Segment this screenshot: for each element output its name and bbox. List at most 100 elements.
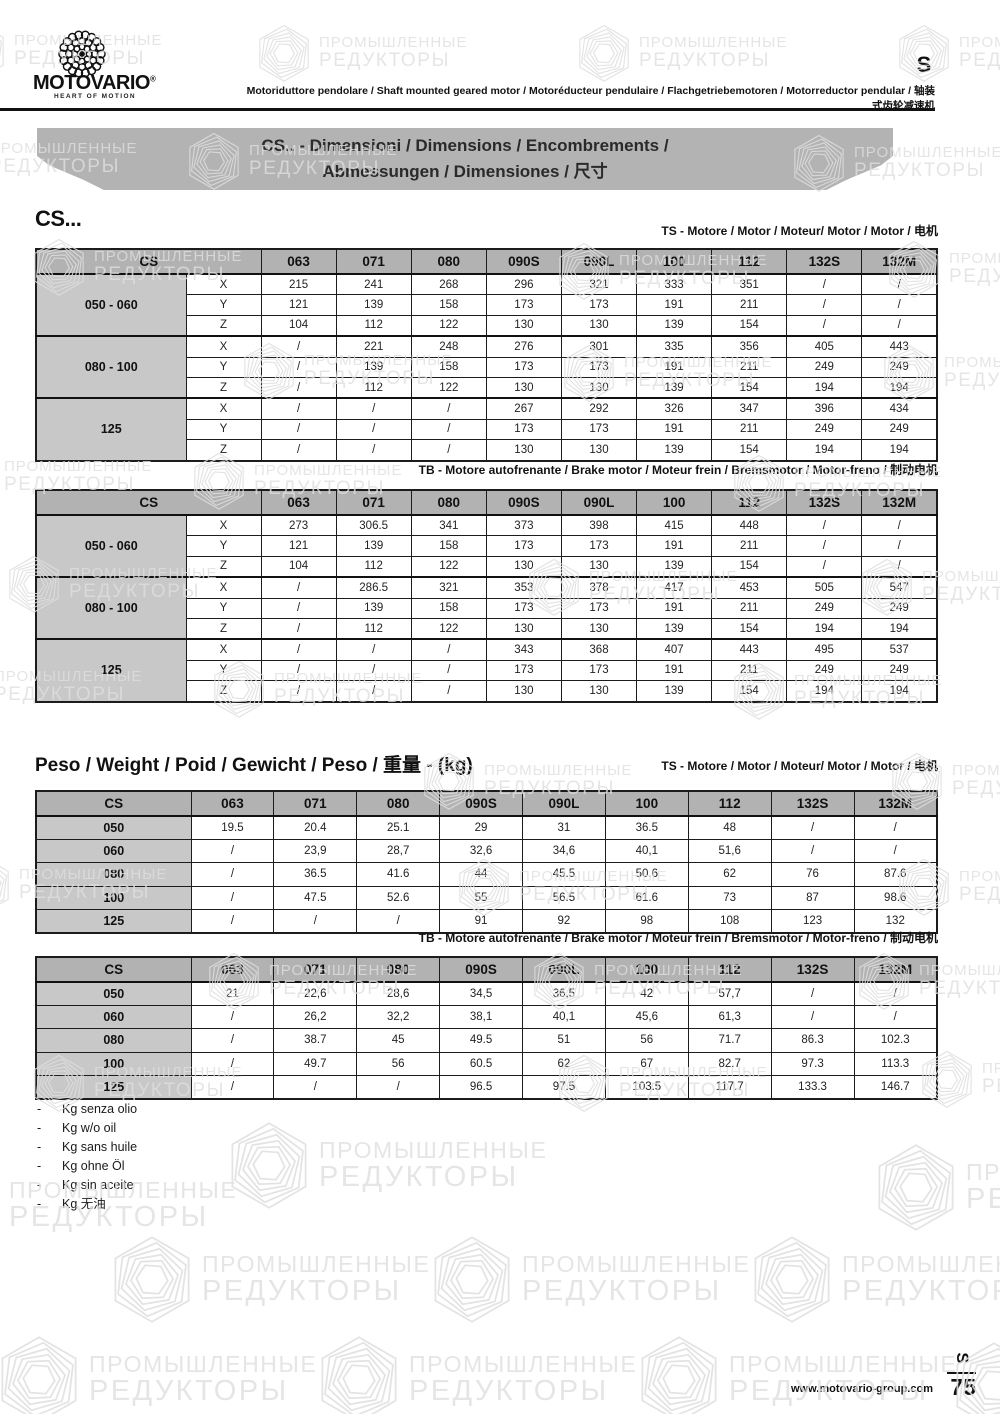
weight-value: 45: [356, 1028, 441, 1053]
dimension-value: 378: [560, 576, 638, 599]
dimension-value: 326: [636, 397, 713, 420]
footnote-text: Kg sin aceite: [62, 1178, 134, 1192]
column-header: 063: [260, 489, 337, 516]
dimension-value: 194: [861, 439, 938, 462]
column-header: 071: [273, 956, 358, 983]
ts-weights-table: CS 063 071 080 090S 090L 100 112 132S 132M 050 19.5…: [35, 790, 938, 934]
website-link[interactable]: www.motovario-group.com: [791, 1383, 933, 1395]
weight-value: /: [770, 815, 855, 841]
weight-value: /: [190, 908, 275, 934]
column-header-cs: CS: [35, 790, 192, 817]
dimension-value: 154: [711, 376, 788, 399]
dimension-value: 194: [861, 617, 938, 640]
dimension-table: CS 063 071 080 090S 090L 100 112 132S 132M 050 - 0…: [35, 489, 938, 703]
tb-brake-motor-label-weights: TB - Motore autofrenante / Brake motor /…: [418, 931, 938, 945]
weight-value: /: [190, 1005, 275, 1030]
dimension-value: 154: [711, 680, 788, 703]
section-letter-footer: S: [953, 1352, 972, 1364]
banner-title-line2: Abmessungen / Dimensiones / 尺寸: [322, 162, 608, 181]
dimension-value: 173: [560, 294, 638, 316]
table-row: 125///96.5 97.5 103.5 117.7 133.3 146.7: [35, 1074, 938, 1100]
weight-value: 21: [190, 981, 275, 1007]
axis-label: X: [185, 397, 262, 420]
dimension-value: 249: [861, 356, 938, 378]
dimension-value: 130: [560, 680, 638, 703]
dimension-value: 495: [786, 638, 863, 661]
dimension-value: 158: [410, 294, 487, 316]
dimension-value: 215: [260, 273, 337, 296]
dimension-value: 443: [861, 335, 938, 358]
axis-label: X: [185, 638, 262, 661]
axis-label: Z: [185, 314, 262, 337]
dimension-value: /: [861, 314, 938, 337]
dimension-value: 139: [636, 439, 713, 462]
weight-value: 45,6: [604, 1005, 689, 1030]
column-header: 132M: [861, 248, 938, 275]
column-header: 132M: [853, 790, 938, 817]
weight-value: 133.3: [770, 1074, 855, 1100]
dimension-value: 158: [410, 535, 487, 557]
dimension-value: /: [861, 294, 938, 316]
weight-value: 40,1: [522, 1005, 606, 1030]
column-header: 080: [410, 248, 487, 275]
footnote-text: Kg 无油: [62, 1197, 106, 1211]
size-group-label: 125: [35, 638, 187, 703]
weight-value: 20.4: [273, 815, 358, 841]
weight-value: 48: [687, 815, 772, 841]
weight-value: /: [190, 1074, 275, 1100]
footnote-dash: -: [37, 1140, 42, 1154]
weight-value: 82.7: [687, 1051, 772, 1076]
weight-value: /: [853, 815, 938, 841]
weight-value: 76: [770, 862, 855, 887]
weight-table: CS 063 071 080 090S 090L 100 112 132S 132M 050 21 22…: [35, 956, 938, 1100]
dimension-value: 321: [560, 273, 638, 296]
column-header: 132S: [786, 248, 863, 275]
table-row: Y / //173 173 191 211 249 249: [36, 659, 938, 682]
column-header: 080: [356, 790, 441, 817]
dimension-value: 154: [711, 617, 788, 640]
weight-value: 67: [604, 1051, 689, 1076]
dimension-value: 306.5: [335, 514, 412, 537]
size-row-label: 100: [35, 1051, 192, 1076]
dimension-table: CS 063 071 080 090S 090L 100 112 132S 132M 050 - 0…: [35, 248, 938, 462]
dimension-value: 343: [485, 638, 562, 661]
dimension-value: 194: [786, 439, 863, 462]
dimension-value: 173: [560, 597, 638, 619]
dimension-value: 417: [636, 576, 713, 599]
table-row: 060/26,2 32,2 38,1 40,1 45,6 61,3//: [35, 1005, 938, 1030]
column-header: 090S: [485, 248, 562, 275]
column-header: 090S: [439, 956, 523, 983]
dimension-value: 286.5: [335, 576, 412, 599]
weight-value: 62: [522, 1051, 606, 1076]
weight-value: 28,7: [356, 839, 441, 864]
dimension-value: 273: [260, 514, 337, 537]
dimension-value: 121: [260, 294, 337, 316]
tb-dimensions-table: CS 063 071 080 090S 090L 100 112 132S 132M 050 - 0…: [35, 489, 938, 703]
dimension-value: 191: [636, 535, 713, 557]
weight-value: 26,2: [273, 1005, 358, 1030]
size-group-label: 125: [35, 397, 187, 462]
dimension-value: 130: [485, 555, 562, 578]
header-rule: [0, 108, 935, 111]
weight-value: /: [190, 1051, 275, 1076]
column-header: 080: [356, 956, 441, 983]
weight-value: /: [770, 839, 855, 864]
dimension-value: 248: [410, 335, 487, 358]
weight-value: 117.7: [687, 1074, 772, 1100]
dimension-value: 341: [410, 514, 487, 537]
dimension-value: 268: [410, 273, 487, 296]
column-header: 100: [636, 248, 713, 275]
weight-value: 36.5: [604, 815, 689, 841]
dimension-value: 139: [636, 680, 713, 703]
weight-value: /: [190, 839, 275, 864]
